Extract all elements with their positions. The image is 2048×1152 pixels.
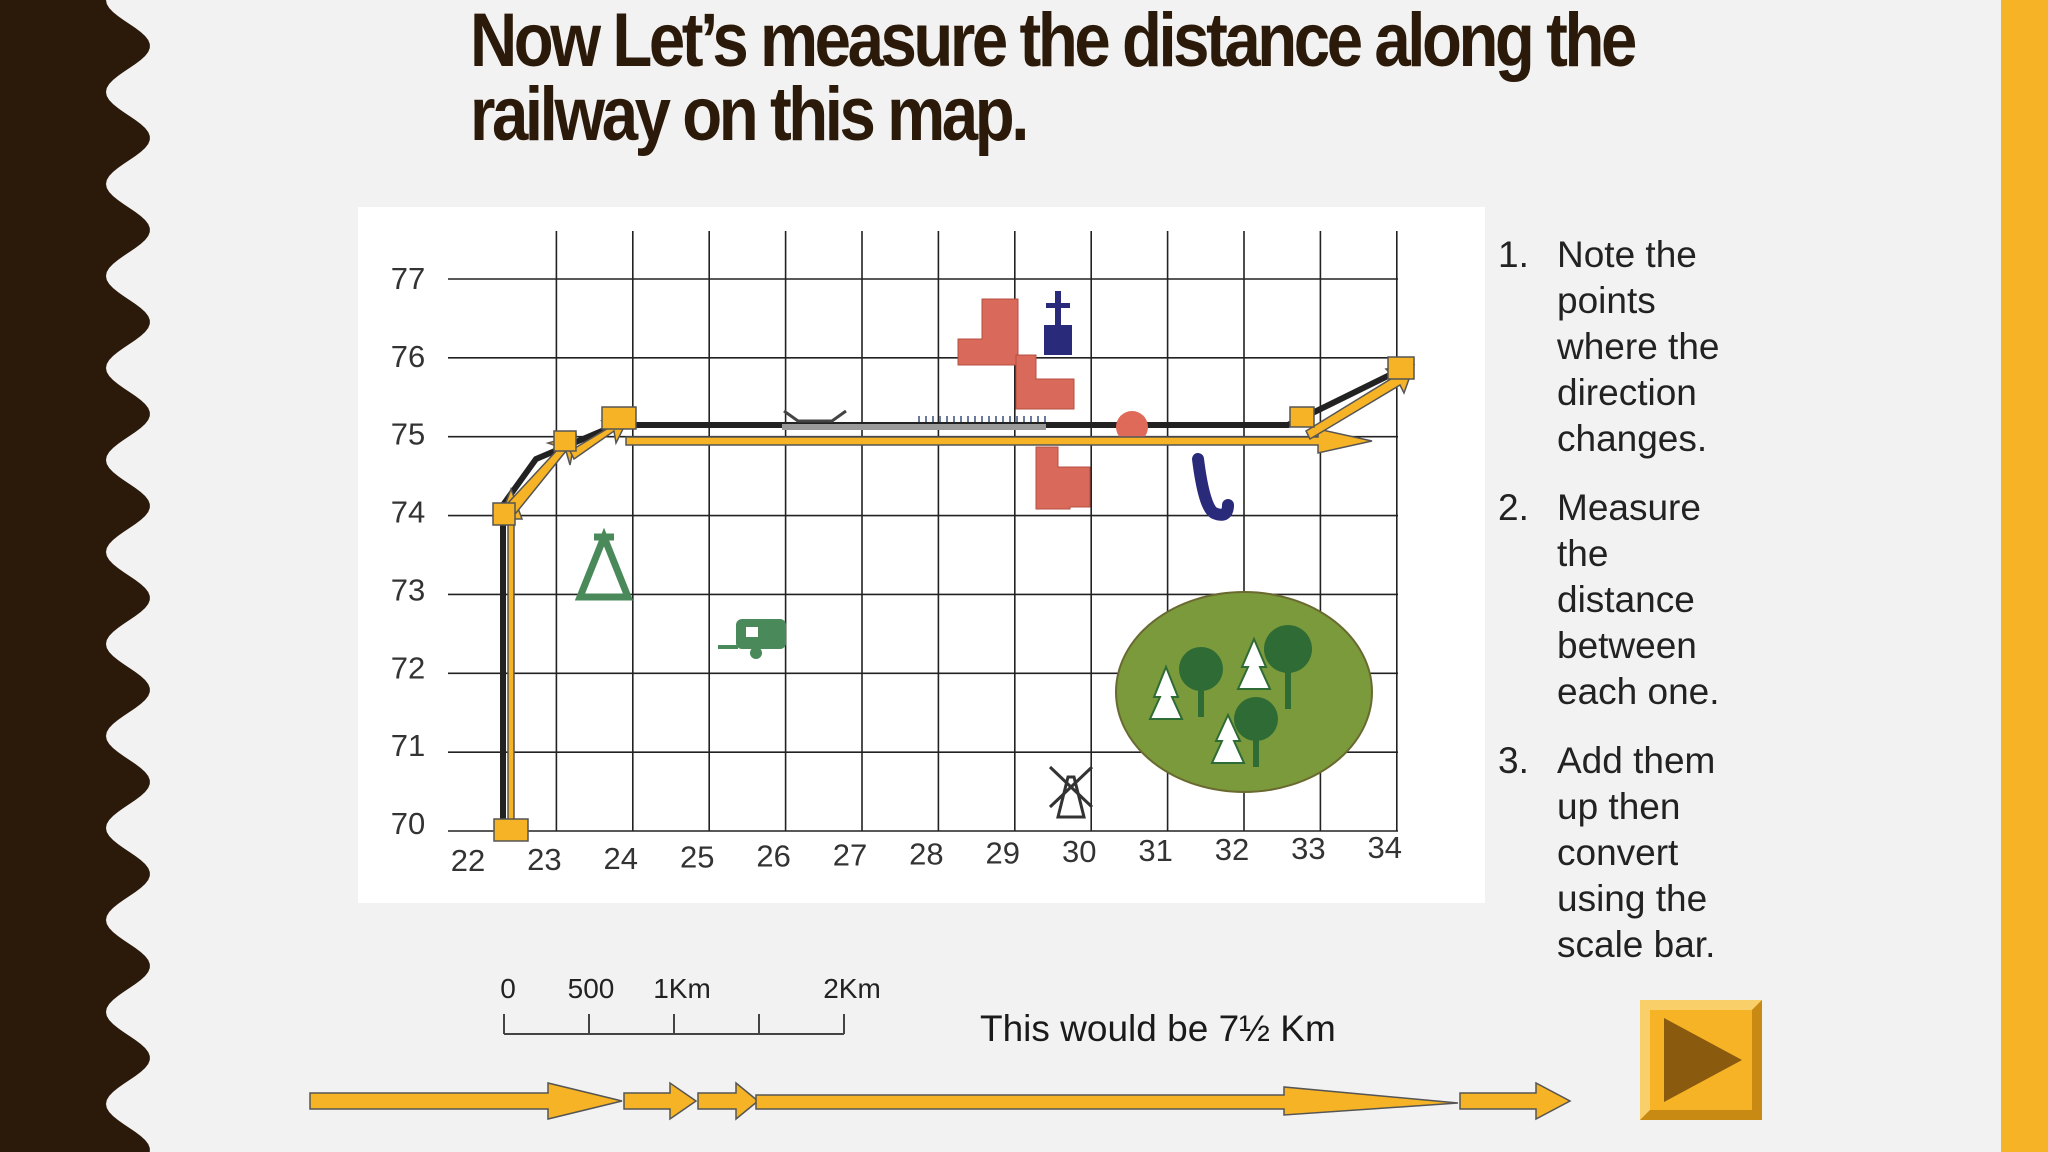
- tent-icon: [574, 527, 634, 601]
- scale-bar: 0 500 1Km 2Km: [500, 973, 881, 1035]
- road-hook: [1192, 453, 1234, 521]
- easting-labels: 22 23 24 25 26 27 28 29 30 31 32 33 34: [451, 830, 1402, 878]
- station-dot: [1116, 411, 1148, 443]
- grid-map: 22 23 24 25 26 27 28 29 30 31 32 33 34 77 76 75 74 73 72 7…: [358, 207, 1485, 903]
- caravan-icon: [718, 619, 786, 659]
- play-triangle-icon: [1664, 1018, 1742, 1102]
- scale-label: 0: [500, 973, 516, 1004]
- bridge: [783, 409, 847, 423]
- conclusion-text: This would be 7½ Km: [980, 1008, 1336, 1049]
- northing-label: 74: [391, 495, 425, 530]
- woodland-icon: [1115, 591, 1373, 793]
- village-buildings: [957, 298, 1091, 510]
- scale-label: 500: [568, 973, 615, 1004]
- step-item: 2. Measure the distance between each one.: [1492, 485, 1792, 715]
- easting-label: 26: [756, 839, 790, 874]
- scale-label: 2Km: [823, 973, 881, 1004]
- easting-label: 30: [1062, 834, 1096, 869]
- map-grid: [448, 231, 1398, 832]
- windmill-icon: [1048, 765, 1094, 819]
- easting-label: 25: [680, 840, 714, 875]
- easting-label: 28: [909, 836, 943, 871]
- easting-label: 22: [451, 843, 485, 878]
- step-number: 3.: [1498, 740, 1529, 781]
- wavy-left-border: [0, 0, 150, 1152]
- easting-label: 33: [1291, 831, 1325, 866]
- title-line-2: railway on this map.: [470, 72, 1029, 157]
- step-text: Note the points where the direction changes.: [1557, 234, 1720, 459]
- church-icon: [1044, 291, 1072, 355]
- step-number: 1.: [1498, 234, 1529, 275]
- easting-label: 31: [1138, 833, 1172, 868]
- northing-label: 77: [391, 261, 425, 296]
- northing-labels: 77 76 75 74 73 72 71 70: [391, 261, 425, 841]
- step-item: 1. Note the points where the direction chang…: [1492, 232, 1792, 462]
- step-text: Add them up then convert using the scale bar…: [1557, 740, 1716, 965]
- easting-label: 24: [604, 841, 638, 876]
- easting-label: 34: [1368, 830, 1402, 865]
- instruction-list: 1. Note the points where the direction chang…: [1492, 232, 1792, 991]
- northing-label: 76: [391, 339, 425, 374]
- summed-distance-arrows: [309, 1081, 1572, 1121]
- step-item: 3. Add them up then convert using the scale …: [1492, 738, 1792, 968]
- easting-label: 29: [986, 835, 1020, 870]
- northing-label: 75: [391, 417, 425, 452]
- slide-title: Now Let’s measure the distance along the…: [470, 0, 1637, 157]
- accent-right-bar: [2001, 0, 2048, 1152]
- next-slide-button[interactable]: [1640, 1000, 1762, 1120]
- title-line-1: Now Let’s measure the distance along the: [470, 0, 1637, 83]
- route-overlay: [492, 356, 1416, 842]
- step-number: 2.: [1498, 487, 1529, 528]
- northing-label: 71: [391, 728, 425, 763]
- step-text: Measure the distance between each one.: [1557, 487, 1720, 712]
- northing-label: 73: [391, 572, 425, 607]
- easting-label: 27: [833, 838, 867, 873]
- easting-label: 23: [527, 842, 561, 877]
- northing-label: 70: [391, 806, 425, 841]
- easting-label: 32: [1215, 832, 1249, 867]
- scale-label: 1Km: [653, 973, 711, 1004]
- northing-label: 72: [391, 650, 425, 685]
